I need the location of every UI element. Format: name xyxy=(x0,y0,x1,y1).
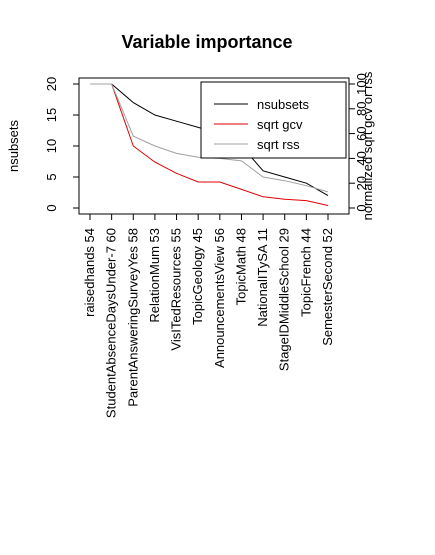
y-left-tick-label: 10 xyxy=(44,139,59,153)
y-left-tick-label: 0 xyxy=(44,204,59,211)
y-right-tick-label: 0 xyxy=(354,204,369,211)
x-tick-label: AnnouncementsView 56 xyxy=(212,228,227,368)
y-left-tick-label: 15 xyxy=(44,108,59,122)
x-tick-label: StudentAbsenceDaysUnder-7 60 xyxy=(104,228,119,418)
chart-title: Variable importance xyxy=(121,32,292,52)
y-right-tick-label: 100 xyxy=(354,73,369,95)
x-tick-label: TopicFrench 44 xyxy=(298,228,313,317)
x-tick-label: StageIDMiddleSchool 29 xyxy=(277,228,292,371)
legend-label-sqrt-gcv: sqrt gcv xyxy=(257,117,303,132)
y-axis-right: 0 20 40 60 80 100 xyxy=(349,73,369,212)
x-tick-label: VisITedResources 55 xyxy=(169,228,184,351)
x-tick-label: NationalITySA 11 xyxy=(255,228,270,327)
legend-box xyxy=(200,81,347,159)
y-right-tick-label: 80 xyxy=(354,102,369,116)
x-tick-label: TopicGeology 45 xyxy=(190,228,205,325)
y-left-tick-label: 5 xyxy=(44,173,59,180)
y-right-tick-label: 20 xyxy=(354,176,369,190)
y-left-tick-label: 20 xyxy=(44,77,59,91)
legend-label-nsubsets: nsubsets xyxy=(257,97,310,112)
x-tick-label: raisedhands 54 xyxy=(82,228,97,317)
x-tick-label: ParentAnsweringSurveyYes 58 xyxy=(125,228,140,407)
y-right-tick-label: 40 xyxy=(354,151,369,165)
y-axis-left: 0 5 10 15 20 xyxy=(44,77,79,212)
y-right-tick-label: 60 xyxy=(354,126,369,140)
legend: nsubsets sqrt gcv sqrt rss xyxy=(200,81,347,159)
y-axis-label-left: nsubsets xyxy=(6,119,21,172)
y-axis-label-right: normalized sqrt gcv or rss xyxy=(360,71,375,220)
x-tick-label: RelationMum 53 xyxy=(147,228,162,323)
legend-label-sqrt-rss: sqrt rss xyxy=(257,137,300,152)
x-axis: raisedhands 54 StudentAbsenceDaysUnder-7 … xyxy=(82,214,335,418)
x-tick-label: SemesterSecond 52 xyxy=(320,228,335,346)
x-tick-label: TopicMath 48 xyxy=(233,228,248,305)
series-line-sqrt-gcv xyxy=(90,83,329,206)
